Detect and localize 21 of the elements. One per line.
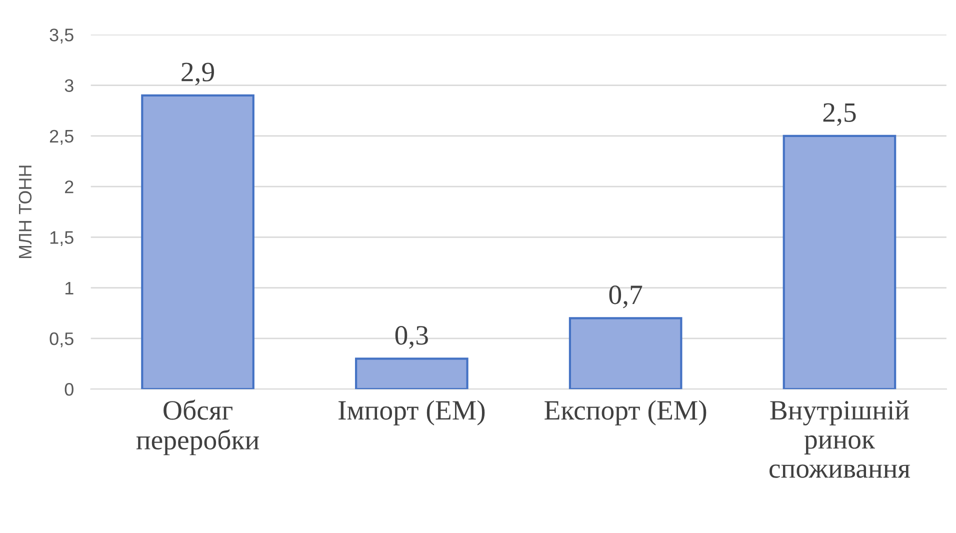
y-tick-label: 2	[65, 180, 74, 194]
y-axis-title: МЛН ТОНН	[18, 166, 32, 258]
data-label: 0,7	[609, 285, 642, 308]
bar	[782, 134, 896, 390]
data-label: 2,9	[182, 62, 214, 86]
y-tick-label: 1,5	[50, 231, 74, 246]
bar	[355, 358, 468, 390]
y-tick-label: 0	[64, 383, 74, 396]
y-tick-label: 3	[64, 79, 74, 92]
x-tick-label: Внутрішній ринок споживання	[770, 400, 910, 478]
x-tick-label: Обсяг переробки	[136, 400, 259, 456]
bar	[568, 317, 682, 390]
x-tick-label: Імпорт (ЕМ)	[338, 400, 485, 426]
data-label: 0,3	[395, 326, 428, 349]
y-tick-label: 3,5	[50, 28, 74, 44]
y-tick-label: 1	[65, 282, 74, 294]
bar	[141, 94, 254, 390]
y-tick-label: 2,5	[50, 130, 74, 145]
y-tick-label: 0,5	[50, 332, 74, 348]
x-tick-label: Експорт (ЕМ)	[544, 400, 706, 426]
data-label: 2,5	[823, 103, 856, 126]
